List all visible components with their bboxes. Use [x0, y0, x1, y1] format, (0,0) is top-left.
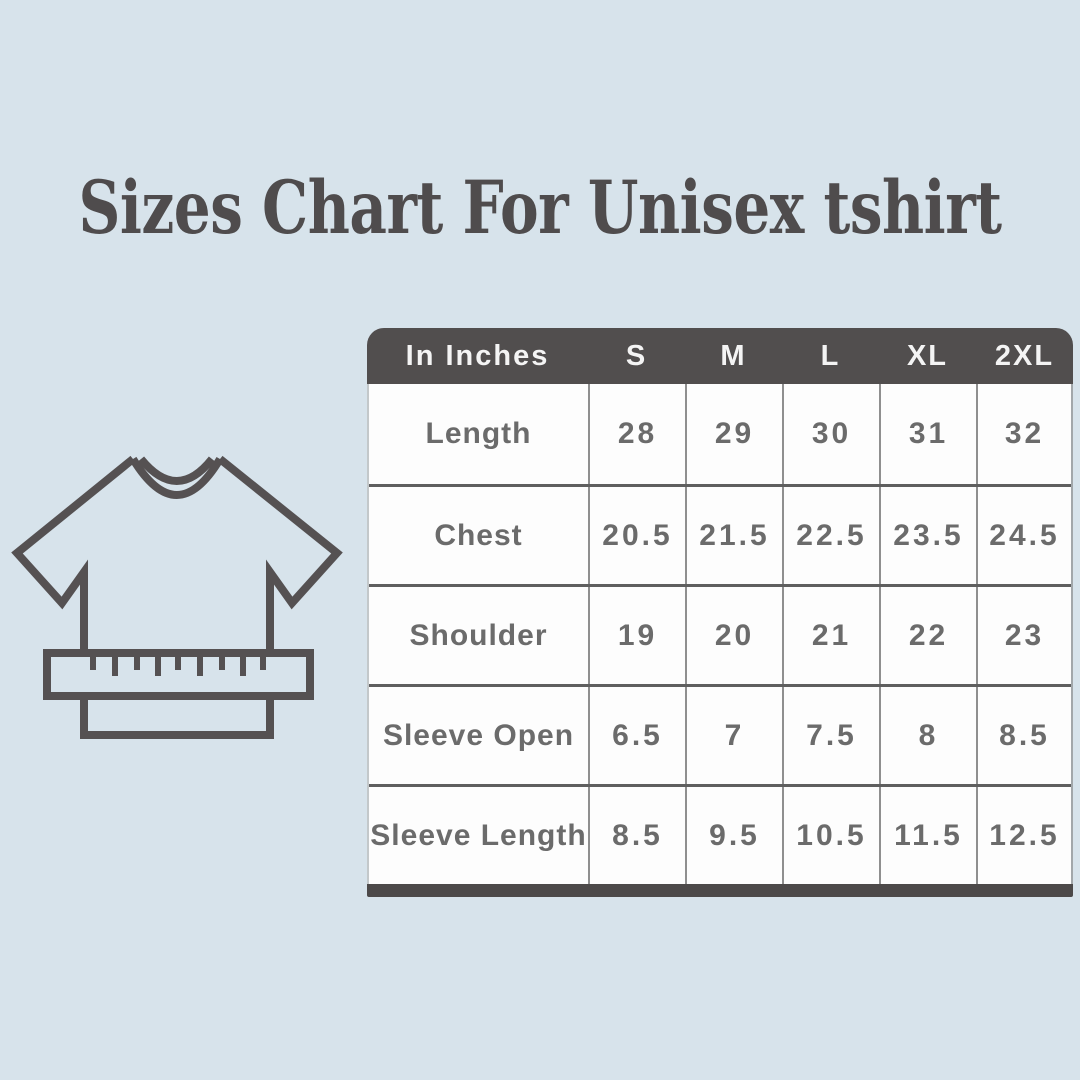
- value-cell: 19: [588, 587, 685, 684]
- tshirt-measurement-icon: [11, 455, 343, 739]
- table-row-chest: Chest 20.5 21.5 22.5 23.5 24.5: [369, 484, 1071, 584]
- page-title: Sizes Chart For Unisex tshirt: [0, 163, 1080, 253]
- size-table-body: Length 28 29 30 31 32 Chest 20.5 21.5 22…: [367, 384, 1073, 884]
- value-cell: 12.5: [976, 787, 1071, 884]
- row-label: Shoulder: [409, 618, 548, 652]
- value-cell: 23: [976, 587, 1071, 684]
- size-table-header: In Inches S M L XL 2XL: [367, 328, 1073, 384]
- header-size-xl: XL: [906, 339, 949, 372]
- page-title-text: Sizes Chart For Unisex tshirt: [78, 165, 1002, 251]
- value-cell: 22.5: [782, 487, 879, 584]
- header-size-s: S: [625, 339, 648, 372]
- value-cell: 7.5: [782, 687, 879, 784]
- table-row-sleeve-open: Sleeve Open 6.5 7 7.5 8 8.5: [369, 684, 1071, 784]
- row-label: Sleeve Open: [382, 718, 575, 752]
- table-row-sleeve-length: Sleeve Length 8.5 9.5 10.5 11.5 12.5: [369, 784, 1071, 884]
- header-size-m: M: [720, 339, 747, 372]
- value-cell: 23.5: [879, 487, 976, 584]
- value-cell: 8: [879, 687, 976, 784]
- tshirt-collar-inner: [137, 456, 216, 485]
- value-cell: 21.5: [685, 487, 782, 584]
- tshirt-outline: [11, 455, 343, 739]
- row-label: Sleeve Length: [370, 818, 587, 852]
- header-size-2xl: 2XL: [994, 339, 1055, 372]
- header-size-l: L: [820, 339, 841, 372]
- value-cell: 29: [685, 384, 782, 484]
- row-label: Chest: [434, 518, 523, 552]
- value-cell: 7: [685, 687, 782, 784]
- value-cell: 24.5: [976, 487, 1071, 584]
- ruler-ticks: [90, 657, 266, 676]
- value-cell: 28: [588, 384, 685, 484]
- value-cell: 30: [782, 384, 879, 484]
- value-cell: 8.5: [588, 787, 685, 884]
- value-cell: 31: [879, 384, 976, 484]
- value-cell: 32: [976, 384, 1071, 484]
- table-bottom-bar: [367, 884, 1073, 897]
- value-cell: 11.5: [879, 787, 976, 884]
- value-cell: 10.5: [782, 787, 879, 884]
- size-table: In Inches S M L XL 2XL Length 28 29 30 3…: [367, 328, 1073, 897]
- value-cell: 8.5: [976, 687, 1071, 784]
- value-cell: 20.5: [588, 487, 685, 584]
- tshirt-collar-outer: [129, 456, 224, 499]
- table-row-shoulder: Shoulder 19 20 21 22 23: [369, 584, 1071, 684]
- value-cell: 6.5: [588, 687, 685, 784]
- table-row-length: Length 28 29 30 31 32: [369, 384, 1071, 484]
- value-cell: 22: [879, 587, 976, 684]
- value-cell: 20: [685, 587, 782, 684]
- value-cell: 9.5: [685, 787, 782, 884]
- header-unit-label: In Inches: [405, 339, 550, 372]
- value-cell: 21: [782, 587, 879, 684]
- row-label: Length: [425, 417, 532, 450]
